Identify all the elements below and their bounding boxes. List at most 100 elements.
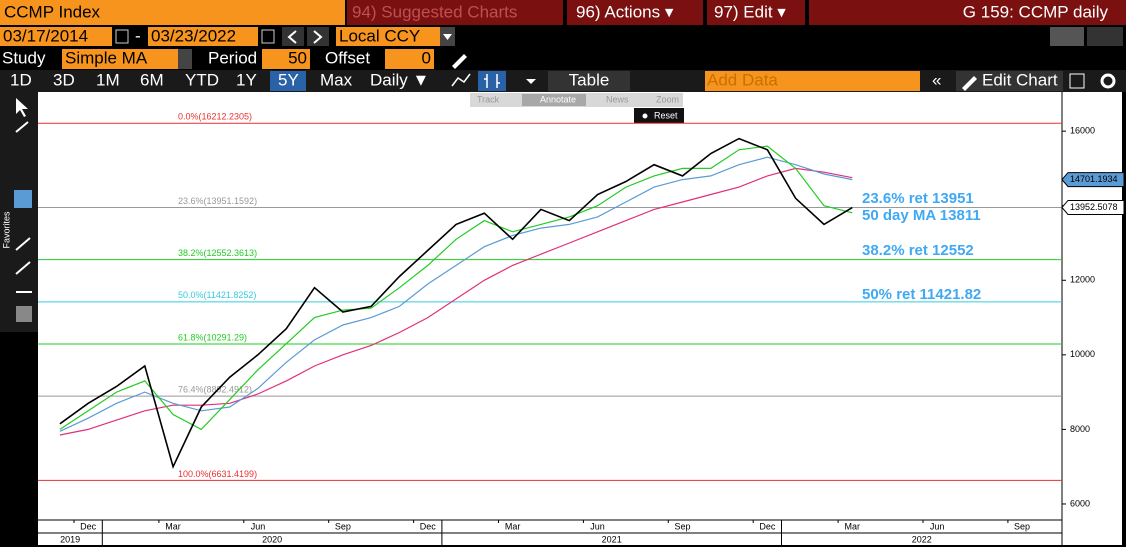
currency-input[interactable] [336, 27, 440, 46]
x-tick-label: Mar [505, 521, 521, 531]
next-button[interactable] [307, 27, 329, 46]
bar-icon[interactable] [478, 71, 506, 91]
line-tool[interactable] [15, 237, 31, 275]
fib-label: 23.6%(13951.1592) [178, 196, 257, 206]
range-button[interactable]: 1D [10, 70, 32, 89]
reset-icon [642, 113, 648, 119]
menu-item: 96) Actions ▾ [576, 2, 674, 21]
track-tool[interactable]: Track [477, 94, 500, 104]
favorites[interactable]: Favorites [1, 211, 11, 249]
series-line [59, 156, 853, 432]
fib-label: 50.0%(11421.8252) [178, 290, 256, 300]
prev-button[interactable] [282, 27, 304, 46]
frequency-button[interactable]: Daily ▼ [370, 70, 429, 89]
range-button[interactable]: 3D [53, 70, 75, 89]
x-tick-label: Dec [80, 521, 97, 531]
date-input[interactable] [148, 27, 258, 46]
year-label: 2022 [912, 534, 932, 544]
y-tick-label: 8000 [1070, 424, 1090, 434]
y-tick-label: 10000 [1070, 349, 1095, 359]
menu-button[interactable] [347, 0, 563, 25]
redo-button[interactable] [1087, 27, 1123, 46]
end-date: 03/23/2022 [151, 26, 236, 45]
range-button[interactable]: 1M [96, 70, 120, 89]
price-flag-label: 14701.1934 [1070, 174, 1118, 184]
text-tool[interactable] [14, 190, 32, 208]
menu-item: 94) Suggested Charts [352, 2, 517, 21]
year-label: 2020 [262, 534, 282, 544]
calendar-icon[interactable] [115, 29, 129, 44]
add-data: Add Data [707, 70, 778, 89]
reset[interactable]: Reset [654, 110, 678, 120]
x-tick-label: Dec [420, 521, 437, 531]
calendar-icon[interactable] [261, 29, 275, 44]
study-label: Study [2, 48, 46, 67]
year-label: 2021 [602, 534, 622, 544]
menu-button[interactable] [567, 0, 703, 25]
x-tick-label: Mar [845, 521, 861, 531]
title-bar [809, 0, 1126, 25]
start-date: 03/17/2014 [3, 26, 88, 45]
add-data-input[interactable] [705, 71, 920, 91]
price-flag [1061, 199, 1125, 215]
range-button[interactable]: 5Y [278, 70, 299, 89]
currency: Local CCY [339, 26, 420, 45]
annotation: 23.6% ret 13951 [862, 190, 974, 207]
separator: - [135, 26, 141, 45]
annotate-tool[interactable]: Annotate [540, 94, 576, 104]
annotation: 50% ret 11421.82 [862, 286, 981, 303]
x-tick-label: Jun [251, 521, 266, 531]
active-tool[interactable] [522, 94, 586, 106]
offset: 0 [422, 48, 431, 67]
study-input[interactable] [62, 49, 178, 69]
dropdown-icon [443, 34, 452, 40]
selected-range[interactable] [270, 71, 306, 91]
range-button[interactable]: 6M [140, 70, 164, 89]
security: CCMP Index [4, 2, 101, 21]
fib-label: 76.4%(8892.4912) [178, 385, 252, 395]
price-flag [1061, 172, 1125, 188]
line-icon[interactable] [451, 73, 471, 87]
range-button[interactable]: 1Y [236, 70, 257, 89]
range-button[interactable]: YTD [185, 70, 219, 89]
chart-area [38, 92, 1122, 545]
reset-button[interactable] [634, 108, 684, 123]
date-input[interactable] [0, 27, 112, 46]
next-icon [313, 30, 323, 44]
pencil-icon[interactable] [452, 54, 467, 69]
x-tick-label: Jun [590, 521, 605, 531]
range-button[interactable]: Max [320, 70, 353, 89]
gear-icon[interactable] [1100, 73, 1116, 89]
dropdown[interactable] [178, 49, 192, 69]
draw-tool[interactable] [15, 121, 29, 133]
collapse-icon[interactable]: « [932, 70, 941, 89]
series-line [59, 137, 853, 469]
edit-chart-button[interactable] [956, 71, 1063, 91]
period-label: Period [208, 48, 257, 67]
offset-label: Offset [325, 48, 370, 67]
x-tick-label: Sep [335, 521, 351, 531]
annotation: 50 day MA 13811 [862, 207, 981, 224]
settings-icon[interactable] [1069, 73, 1085, 89]
offset-input[interactable] [385, 49, 434, 69]
menu-button[interactable] [707, 0, 805, 25]
x-tick-label: Mar [165, 521, 181, 531]
series-line [59, 167, 853, 436]
dropdown-icon[interactable] [526, 79, 536, 84]
period-input[interactable] [262, 49, 310, 69]
x-tick-label: Sep [1014, 521, 1030, 531]
cursor-tool[interactable] [16, 98, 28, 117]
series-line [59, 145, 853, 431]
undo-button[interactable] [1050, 27, 1084, 46]
fib-label: 38.2%(12552.3613) [178, 248, 257, 258]
zoom-tool[interactable]: Zoom [656, 94, 679, 104]
table-button[interactable] [548, 71, 630, 91]
y-tick-label: 6000 [1070, 498, 1090, 508]
channel-tool[interactable] [16, 306, 32, 322]
news-tool[interactable]: News [606, 94, 629, 104]
security-bar[interactable] [0, 0, 345, 25]
bar-glyph [484, 74, 500, 88]
pencil-icon [962, 76, 977, 91]
y-tick-label: 12000 [1070, 275, 1095, 285]
